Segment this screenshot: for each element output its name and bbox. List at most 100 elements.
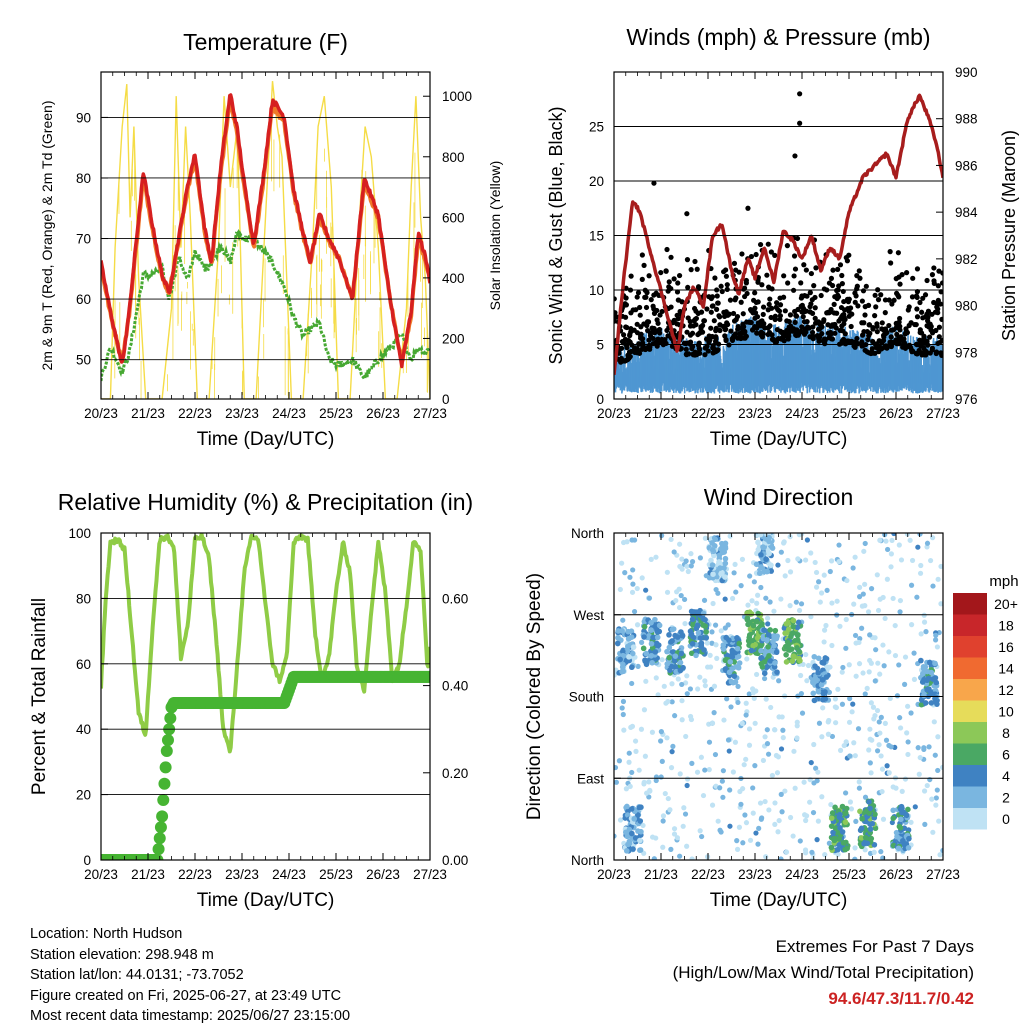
direction-point (905, 703, 911, 709)
direction-point (715, 818, 721, 824)
gust-point (772, 252, 778, 258)
gust-point (893, 276, 899, 282)
direction-point (778, 549, 784, 555)
direction-point (856, 661, 863, 667)
direction-point (862, 834, 869, 841)
direction-point (769, 772, 775, 779)
direction-point (627, 574, 633, 580)
colorbar-label: 16 (998, 639, 1014, 655)
direction-point (699, 833, 705, 840)
gust-point (740, 311, 746, 317)
gust-point (646, 273, 652, 279)
gust-point (777, 302, 784, 308)
gust-point (848, 323, 854, 330)
colorbar-label: 20+ (994, 596, 1018, 612)
direction-point (639, 575, 645, 581)
x-tick-label: 27/23 (926, 867, 960, 882)
extremes-values: 94.6/47.3/11.7/0.42 (828, 989, 974, 1008)
direction-point (740, 840, 746, 846)
direction-point (735, 683, 741, 690)
direction-point (758, 642, 764, 649)
direction-point (764, 636, 770, 643)
direction-point (856, 779, 862, 785)
direction-point (874, 572, 880, 578)
direction-point (861, 840, 867, 847)
direction-point (899, 805, 905, 812)
gust-point (895, 292, 901, 298)
gust-point (837, 262, 844, 268)
direction-point (664, 569, 670, 575)
gust-point (717, 327, 723, 334)
temperature-plot-area (101, 81, 430, 399)
direction-point (665, 698, 671, 705)
gust-point (874, 329, 880, 335)
gust-point (637, 335, 644, 341)
direction-point (642, 753, 648, 759)
direction-point (703, 635, 710, 641)
x-tick-label: 27/23 (926, 406, 960, 421)
direction-point (641, 779, 647, 785)
direction-point (660, 844, 666, 850)
direction-point (636, 767, 642, 773)
x-tick-label: 23/23 (738, 867, 772, 882)
direction-point (819, 794, 825, 800)
direction-point (681, 805, 687, 811)
direction-point (643, 587, 649, 593)
direction-point (619, 627, 625, 634)
gust-point (936, 334, 942, 340)
y2-tick-label: 988 (955, 112, 978, 127)
direction-point (665, 795, 671, 802)
wind-direction-panel: Wind Direction 20/23 21/23 22/23 23/23 24/23 2… (524, 484, 1019, 911)
direction-point (778, 856, 784, 860)
direction-point (933, 802, 939, 808)
direction-point (755, 592, 761, 598)
direction-point (660, 813, 667, 819)
direction-point (871, 849, 877, 855)
direction-point (688, 632, 694, 638)
direction-point (879, 788, 885, 795)
gust-point (933, 350, 939, 357)
gust-point (846, 339, 852, 345)
x-tick-label: 21/23 (131, 867, 165, 882)
direction-point (701, 597, 708, 603)
direction-point (866, 669, 872, 675)
gust-point (821, 286, 827, 292)
direction-point (679, 681, 685, 688)
direction-point (778, 596, 784, 602)
gust-point (709, 333, 715, 340)
direction-point (817, 599, 823, 605)
direction-point (797, 838, 803, 844)
gust-point (873, 304, 879, 310)
direction-point (927, 689, 934, 695)
direction-point (861, 548, 867, 554)
gust-point (753, 299, 759, 306)
gust-point (920, 337, 926, 344)
gust-point (875, 297, 882, 303)
gust-point (929, 345, 936, 351)
gust-point (679, 299, 685, 305)
gust-point (730, 310, 737, 317)
direction-point (620, 698, 627, 705)
precip-point (154, 821, 167, 834)
direction-point (726, 748, 732, 754)
gust-point (634, 346, 640, 352)
direction-point (782, 693, 788, 699)
gust-point (811, 283, 817, 289)
direction-point (712, 622, 719, 628)
direction-point (684, 782, 690, 789)
direction-point (900, 837, 906, 844)
direction-point (714, 655, 720, 661)
direction-point (859, 815, 866, 822)
gust-point (765, 331, 771, 338)
gust-point (870, 338, 876, 345)
direction-point (679, 698, 685, 704)
gust-point (917, 299, 923, 306)
gust-point (791, 273, 797, 279)
direction-point (681, 596, 688, 603)
direction-point (720, 542, 727, 549)
direction-point (746, 632, 753, 638)
gust-point (752, 323, 758, 330)
direction-point (850, 701, 856, 707)
direction-point (822, 689, 828, 695)
direction-point (852, 856, 858, 860)
